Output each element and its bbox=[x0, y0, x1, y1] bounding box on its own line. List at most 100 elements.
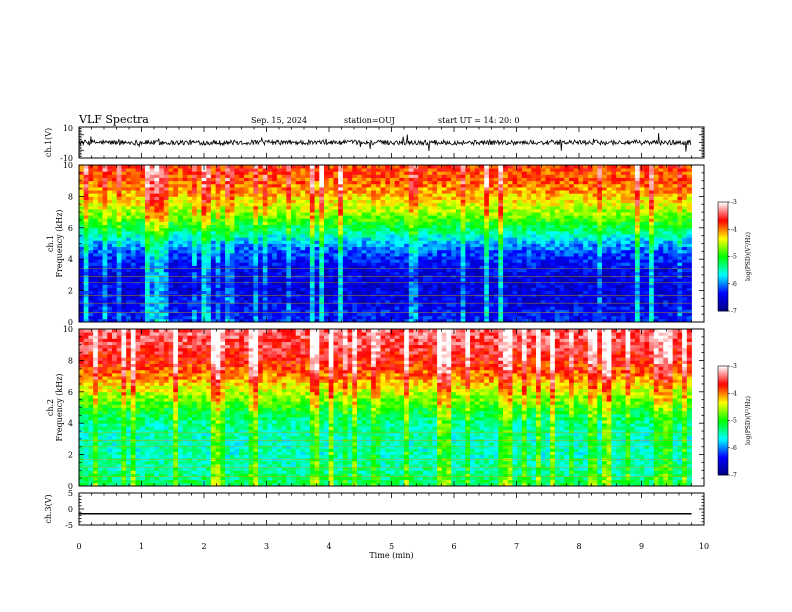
spectrogram-cell bbox=[550, 262, 556, 266]
spectrogram-cell bbox=[493, 230, 499, 235]
spectrogram-cell bbox=[135, 212, 141, 216]
spectrogram-cell bbox=[437, 227, 443, 232]
spectrogram-cell bbox=[154, 230, 160, 235]
spectrogram-cell bbox=[333, 256, 339, 260]
spectrogram-cell bbox=[300, 218, 306, 222]
spectrogram-cell bbox=[578, 224, 584, 229]
spectrogram-cell bbox=[686, 296, 692, 301]
spectrogram-cell bbox=[300, 278, 306, 282]
spectrogram-cell bbox=[413, 262, 419, 266]
spectrogram-cell bbox=[234, 202, 240, 207]
spectrogram-cell bbox=[253, 221, 259, 226]
spectrogram-cell bbox=[531, 240, 537, 244]
spectrogram-cell bbox=[107, 252, 113, 257]
spectrogram-cell bbox=[262, 312, 268, 317]
spectrogram-cell bbox=[649, 246, 655, 251]
spectrogram-cell bbox=[352, 315, 358, 320]
spectrogram-cell bbox=[126, 218, 132, 222]
spectrogram-cell bbox=[380, 296, 386, 301]
spectrogram-cell bbox=[187, 212, 193, 216]
spectrogram-cell bbox=[187, 199, 193, 204]
spectrogram-cell bbox=[281, 268, 287, 273]
spectrogram-cell bbox=[234, 252, 240, 257]
spectrogram-cell bbox=[493, 252, 499, 257]
spectrogram-cell bbox=[540, 278, 546, 282]
spectrogram-cell bbox=[177, 318, 184, 323]
spectrogram-cell bbox=[404, 290, 410, 295]
spectrogram-cell bbox=[634, 312, 641, 317]
spectrogram-cell bbox=[427, 237, 433, 241]
spectrogram-cell bbox=[437, 300, 443, 304]
spectrogram-cell bbox=[333, 227, 339, 232]
spectrogram-cell bbox=[536, 309, 542, 313]
spectrogram-cell bbox=[286, 300, 292, 304]
spectrogram-cell bbox=[243, 227, 250, 232]
spectrogram-cell bbox=[446, 230, 452, 235]
spectrogram-cell bbox=[220, 278, 226, 282]
spectrogram-cell bbox=[319, 306, 325, 310]
spectrogram-cell bbox=[606, 268, 612, 273]
spectrogram-cell bbox=[554, 205, 560, 210]
spectrogram-cell bbox=[309, 259, 315, 263]
spectrogram-cell bbox=[163, 315, 169, 320]
spectrogram-cell bbox=[220, 224, 226, 229]
spectrogram-cell bbox=[498, 296, 504, 301]
spectrogram-cell bbox=[686, 252, 692, 257]
spectrogram-cell bbox=[455, 296, 462, 301]
spectrogram-cell bbox=[173, 278, 179, 282]
spectrogram-cell bbox=[451, 309, 457, 313]
spectrogram-cell bbox=[281, 300, 287, 304]
spectrogram-cell bbox=[413, 318, 419, 323]
spectrogram-cell bbox=[597, 300, 603, 304]
spectrogram-cell bbox=[248, 256, 254, 260]
spectrogram-cell bbox=[291, 212, 297, 216]
spectrogram-cell bbox=[597, 218, 603, 222]
spectrogram-cell bbox=[672, 212, 678, 216]
spectrogram-cell bbox=[432, 230, 438, 235]
spectrogram-cell bbox=[573, 243, 579, 248]
spectrogram-cell bbox=[177, 202, 184, 207]
spectrogram-cell bbox=[286, 246, 292, 251]
spectrogram-cell bbox=[455, 306, 462, 310]
spectrogram-cell bbox=[182, 315, 188, 320]
spectrogram-cell bbox=[404, 205, 410, 210]
spectrogram-cell bbox=[130, 271, 136, 276]
spectrogram-cell bbox=[130, 300, 136, 304]
spectrogram-cell bbox=[488, 252, 495, 257]
spectrogram-cell bbox=[620, 262, 626, 266]
spectrogram-cell bbox=[404, 252, 410, 257]
spectrogram-cell bbox=[130, 318, 136, 323]
spectrogram-cell bbox=[79, 303, 85, 307]
spectrogram-cell bbox=[667, 296, 674, 301]
spectrogram-cell bbox=[531, 221, 537, 226]
spectrogram-cell bbox=[210, 256, 217, 260]
spectrogram-cell bbox=[295, 227, 301, 232]
spectrogram-cell bbox=[601, 300, 608, 304]
spectrogram-cell bbox=[564, 265, 570, 270]
spectrogram-cell bbox=[531, 237, 537, 241]
spectrogram-cell bbox=[540, 256, 546, 260]
spectrogram-cell bbox=[550, 271, 556, 276]
spectrogram-cell bbox=[253, 300, 259, 304]
spectrogram-cell bbox=[173, 215, 179, 219]
spectrogram-cell bbox=[192, 202, 198, 207]
spectrogram-cell bbox=[474, 218, 480, 222]
spectrogram-cell bbox=[470, 306, 476, 310]
spectrogram-cell bbox=[291, 218, 297, 222]
spectrogram-cell bbox=[281, 303, 287, 307]
spectrogram-cell bbox=[366, 218, 372, 222]
spectrogram-cell bbox=[79, 252, 85, 257]
spectrogram-cell bbox=[460, 265, 466, 270]
spectrogram-cell bbox=[342, 208, 348, 213]
spectrogram-cell bbox=[234, 287, 240, 291]
spectrogram-cell bbox=[554, 318, 560, 323]
spectrogram-cell bbox=[371, 306, 377, 310]
spectrogram-cell bbox=[597, 278, 603, 282]
spectrogram-cell bbox=[201, 262, 207, 266]
spectrogram-cell bbox=[446, 243, 452, 248]
spectrogram-cell bbox=[258, 290, 264, 295]
spectrogram-cell bbox=[503, 303, 509, 307]
spectrogram-cell bbox=[465, 306, 471, 310]
spectrogram-cell bbox=[126, 271, 132, 276]
spectrogram-cell bbox=[583, 252, 589, 257]
